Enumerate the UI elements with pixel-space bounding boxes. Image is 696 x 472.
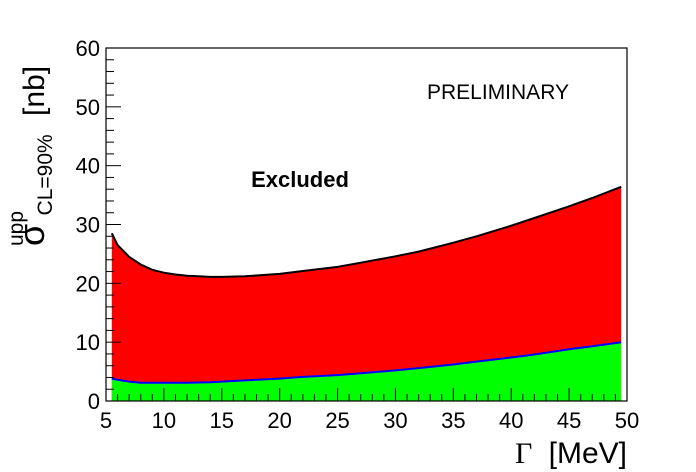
x-tick-label: 35 bbox=[441, 408, 465, 433]
x-tick-label: 50 bbox=[615, 408, 639, 433]
x-tick-label: 20 bbox=[267, 408, 291, 433]
y-axis-title: σ CL=90% [nb] bbox=[11, 66, 59, 246]
excluded-label: Excluded bbox=[251, 167, 349, 192]
preliminary-label: PRELIMINARY bbox=[427, 81, 569, 104]
x-tick-label: 5 bbox=[100, 408, 112, 433]
y-axis-unit: [nb] bbox=[18, 66, 51, 116]
upper-limit-line bbox=[110, 185, 622, 278]
y-tick-label: 60 bbox=[76, 36, 100, 61]
tick-label-layer: 5 10 15 20 25 30 35 40 45 50 0 10 20 30 40 50 60 bbox=[76, 36, 640, 433]
y-tick-label: 20 bbox=[76, 271, 100, 296]
x-tick-label: 30 bbox=[383, 408, 407, 433]
y-axis-subscript: CL=90% bbox=[34, 134, 57, 215]
x-axis-title: Γ [MeV] bbox=[515, 437, 627, 470]
y-tick-label: 30 bbox=[76, 213, 100, 238]
tick-layer bbox=[105, 47, 628, 402]
x-tick-label: 25 bbox=[325, 408, 349, 433]
y-tick-label: 40 bbox=[76, 154, 100, 179]
y-tick-label: 10 bbox=[76, 330, 100, 355]
x-tick-label: 10 bbox=[152, 408, 176, 433]
y-axis-symbol: σ bbox=[11, 224, 52, 246]
x-tick-label: 45 bbox=[557, 408, 581, 433]
y-tick-label: 50 bbox=[76, 95, 100, 120]
area-layer bbox=[110, 185, 622, 401]
y-axis-superscript: upp bbox=[5, 211, 28, 246]
x-tick-label: 15 bbox=[210, 408, 234, 433]
y-tick-label: 0 bbox=[88, 389, 100, 414]
upper-limit-area bbox=[111, 186, 622, 401]
lower-band-line bbox=[111, 341, 622, 384]
x-axis-symbol: Γ bbox=[515, 437, 532, 470]
lower-band-area bbox=[111, 342, 622, 401]
x-tick-label: 40 bbox=[499, 408, 523, 433]
x-axis-unit: [MeV] bbox=[549, 437, 627, 470]
